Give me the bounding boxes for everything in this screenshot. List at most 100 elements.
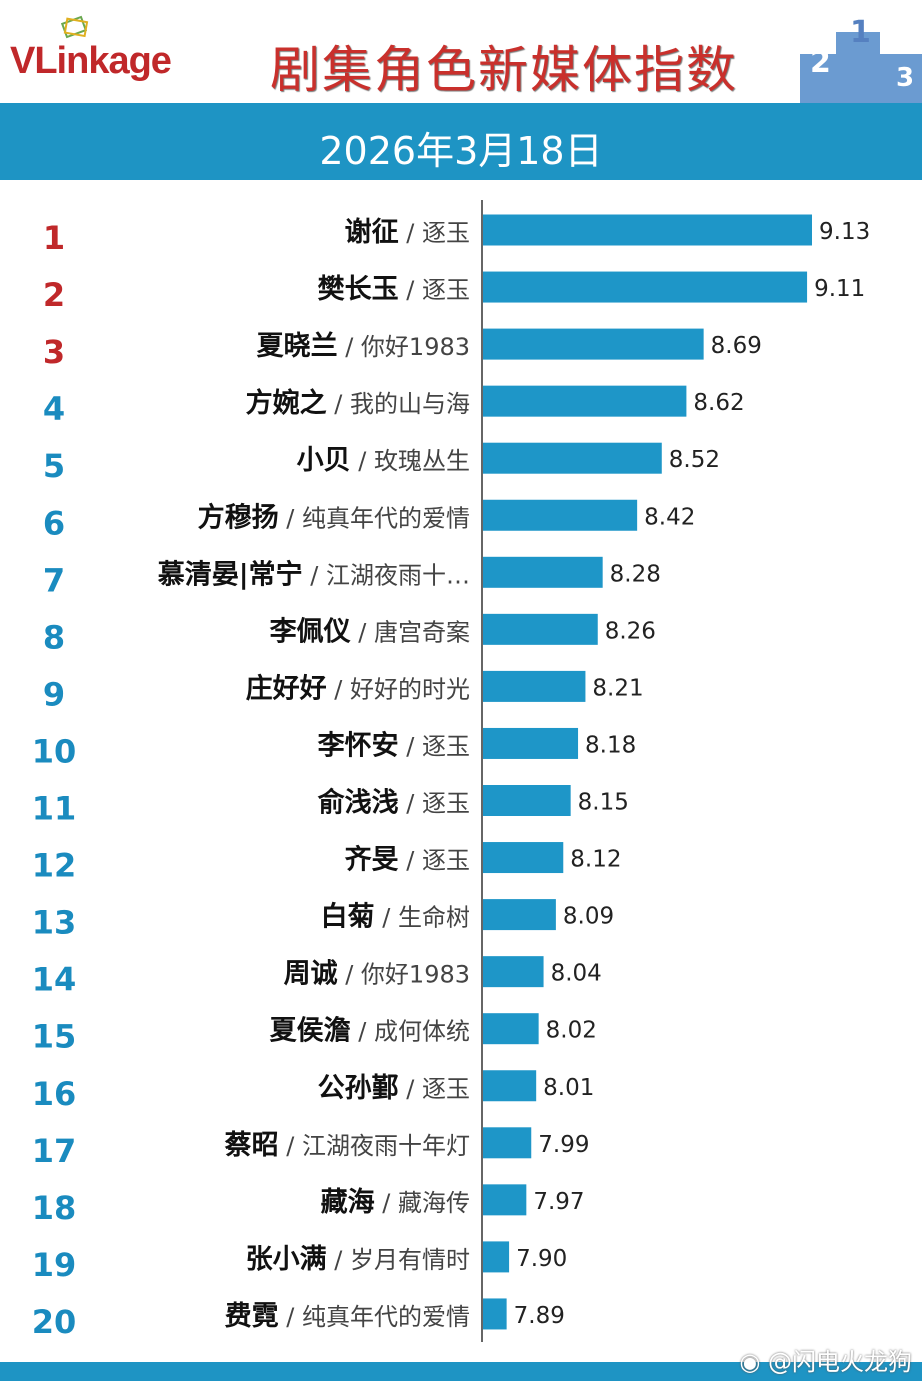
rank-label: 7 xyxy=(43,561,65,599)
bar-row: 2 樊长玉 / 逐玉 9.11 xyxy=(43,271,865,314)
bar xyxy=(482,1127,532,1159)
bar xyxy=(482,1070,537,1102)
value-label: 9.11 xyxy=(814,276,865,302)
drama-name: 逐玉 xyxy=(422,276,470,304)
drama-name: 岁月有情时 xyxy=(350,1246,470,1274)
drama-name: 好好的时光 xyxy=(350,675,470,703)
rank-label: 8 xyxy=(43,618,65,656)
bar xyxy=(482,727,579,759)
bar-row: 12 齐旻 / 逐玉 8.12 xyxy=(32,842,621,885)
character-name: 方穆扬 xyxy=(198,501,279,533)
separator: / xyxy=(375,1189,398,1217)
value-label: 8.02 xyxy=(546,1018,597,1044)
value-label: 7.89 xyxy=(514,1303,565,1329)
separator: / xyxy=(351,1018,374,1046)
bar-row: 1 谢征 / 逐玉 9.13 xyxy=(43,214,870,257)
bar xyxy=(482,842,564,874)
rank-label: 1 xyxy=(43,219,65,257)
separator: / xyxy=(399,276,422,304)
category-label: 俞浅浅 / 逐玉 xyxy=(317,787,470,819)
drama-name: 江湖夜雨十… xyxy=(326,561,470,589)
bar xyxy=(482,499,638,531)
value-label: 8.15 xyxy=(578,790,629,816)
drama-name: 逐玉 xyxy=(422,790,470,818)
drama-name: 江湖夜雨十年灯 xyxy=(302,1132,470,1160)
drama-name: 你好1983 xyxy=(361,333,470,361)
character-name: 樊长玉 xyxy=(318,274,399,305)
separator: / xyxy=(399,1075,422,1103)
character-name: 藏海 xyxy=(321,1187,375,1218)
character-name: 庄好好 xyxy=(246,672,327,704)
category-label: 藏海 / 藏海传 xyxy=(321,1187,470,1218)
value-label: 8.18 xyxy=(585,732,636,758)
podium-digit-2: 2 xyxy=(810,45,831,80)
bar xyxy=(482,613,598,645)
category-label: 齐旻 / 逐玉 xyxy=(345,844,470,876)
separator: / xyxy=(399,790,422,818)
value-label: 7.97 xyxy=(533,1189,584,1215)
chart-title: 剧集角色新媒体指数 xyxy=(270,41,738,99)
separator: / xyxy=(338,961,361,989)
bar xyxy=(482,670,586,702)
bar-row: 18 藏海 / 藏海传 7.97 xyxy=(32,1184,585,1227)
drama-name: 逐玉 xyxy=(422,732,470,760)
category-label: 庄好好 / 好好的时光 xyxy=(246,672,470,704)
character-name: 齐旻 xyxy=(345,844,399,876)
drama-name: 生命树 xyxy=(398,904,470,932)
character-name: 俞浅浅 xyxy=(317,787,399,819)
date-band xyxy=(0,103,922,180)
weibo-icon: ◉ xyxy=(739,1348,768,1376)
character-name: 李佩仪 xyxy=(269,616,351,647)
drama-name: 藏海传 xyxy=(398,1189,470,1217)
bar-row: 16 公孙鄞 / 逐玉 8.01 xyxy=(32,1070,594,1113)
podium-digit-3: 3 xyxy=(896,63,914,93)
drama-name: 逐玉 xyxy=(422,847,470,875)
bar-row: 14 周诚 / 你好1983 8.04 xyxy=(32,956,602,999)
rank-label: 12 xyxy=(32,847,77,885)
drama-name: 唐宫奇案 xyxy=(374,618,470,646)
bar-row: 3 夏晓兰 / 你好1983 8.69 xyxy=(43,328,762,371)
bar xyxy=(482,442,662,474)
rank-label: 10 xyxy=(32,732,77,770)
rank-label: 18 xyxy=(32,1189,77,1227)
bar xyxy=(482,1298,507,1330)
bar-row: 8 李佩仪 / 唐宫奇案 8.26 xyxy=(43,613,656,656)
character-name: 夏晓兰 xyxy=(257,331,338,362)
category-label: 方穆扬 / 纯真年代的爱情 xyxy=(198,501,470,533)
value-label: 8.42 xyxy=(644,504,695,530)
weibo-watermark: ◉ @闪电火龙狗 xyxy=(739,1342,912,1377)
category-label: 费霓 / 纯真年代的爱情 xyxy=(225,1301,470,1332)
bar xyxy=(482,556,603,588)
date-label: 2026年3月18日 xyxy=(319,129,603,173)
separator: / xyxy=(338,333,361,361)
value-label: 8.26 xyxy=(605,618,656,644)
separator: / xyxy=(327,675,350,703)
character-name: 方婉之 xyxy=(246,387,327,419)
value-label: 8.21 xyxy=(592,675,643,701)
drama-name: 成何体统 xyxy=(374,1018,470,1046)
rank-label: 4 xyxy=(43,390,65,428)
drama-name: 纯真年代的爱情 xyxy=(302,504,470,532)
bar-row: 20 费霓 / 纯真年代的爱情 7.89 xyxy=(32,1298,565,1341)
value-label: 8.12 xyxy=(570,847,621,873)
character-name: 慕清晏|常宁 xyxy=(158,558,303,590)
bar xyxy=(482,328,704,360)
logo-mark-icon xyxy=(60,15,89,39)
bar xyxy=(482,956,544,988)
character-name: 谢征 xyxy=(345,217,399,248)
rank-label: 16 xyxy=(32,1075,77,1113)
value-label: 8.69 xyxy=(711,333,762,359)
character-name: 夏侯澹 xyxy=(270,1016,351,1047)
drama-name: 逐玉 xyxy=(422,1075,470,1103)
bar-row: 15 夏侯澹 / 成何体统 8.02 xyxy=(32,1013,597,1056)
drama-name: 逐玉 xyxy=(422,219,470,247)
separator: / xyxy=(279,1303,302,1331)
separator: / xyxy=(327,390,350,418)
vlinkage-logo: VLinkage xyxy=(10,40,172,82)
character-name: 白菊 xyxy=(321,901,375,933)
category-label: 蔡昭 / 江湖夜雨十年灯 xyxy=(225,1130,470,1161)
value-label: 7.99 xyxy=(538,1132,589,1158)
separator: / xyxy=(279,1132,302,1160)
category-label: 夏晓兰 / 你好1983 xyxy=(257,331,470,362)
